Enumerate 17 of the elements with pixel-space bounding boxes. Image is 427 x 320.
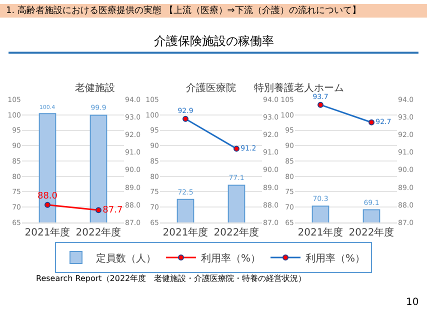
chart-title: 特別養護老人ホーム — [254, 82, 344, 94]
x-tick-label: 2021年度 — [298, 226, 344, 238]
legend-label: 利用率（%） — [306, 252, 366, 264]
x-tick-label: 2021年度 — [24, 226, 70, 238]
x-tick-label: 2021年度 — [162, 226, 208, 238]
text: 介護保険施設の稼働率 — [154, 34, 274, 48]
text: 10 — [406, 297, 419, 308]
chart-title: 介護医療院 — [186, 82, 236, 94]
legend-label: 利用率（%） — [201, 252, 261, 264]
text: 1. 高齢者施設における医療提供の実態 【上流（医療）⇒下流（介護）の流れについて】 — [6, 5, 361, 16]
chart-title: 老健施設 — [75, 82, 115, 94]
x-tick-label: 2022年度 — [214, 226, 260, 238]
legend-label: 定員数（人） — [96, 252, 156, 264]
x-tick-label: 2022年度 — [348, 226, 394, 238]
text: Research Report（2022年度 老健施設・介護医療院・特養の経営状況） — [36, 274, 306, 283]
data-label: 88.0 — [37, 191, 58, 202]
x-tick-label: 2022年度 — [76, 226, 122, 238]
